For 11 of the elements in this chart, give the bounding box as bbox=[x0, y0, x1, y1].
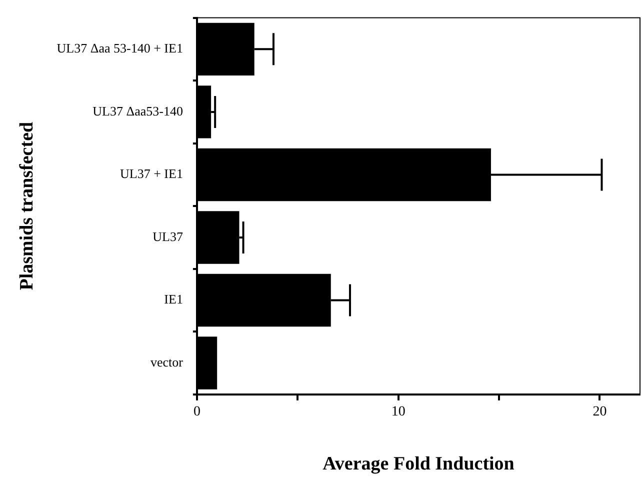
y-tick-label: UL37 bbox=[152, 228, 184, 244]
y-tick-label: UL37 Δaa53-140 bbox=[92, 103, 183, 118]
x-tick-label: 20 bbox=[592, 404, 607, 420]
y-tick-label: UL37 Δaa 53-140 + IE1 bbox=[56, 40, 183, 56]
x-axis-title: Average Fold Induction bbox=[322, 454, 515, 475]
x-tick-label: 10 bbox=[391, 404, 406, 420]
y-tick-label: vector bbox=[150, 354, 184, 370]
y-tick-label: IE1 bbox=[164, 292, 183, 307]
y-tick-label: UL37 + IE1 bbox=[120, 166, 183, 182]
y-axis-title: Plasmids transfected bbox=[16, 122, 38, 290]
x-tick-label: 0 bbox=[193, 404, 200, 420]
